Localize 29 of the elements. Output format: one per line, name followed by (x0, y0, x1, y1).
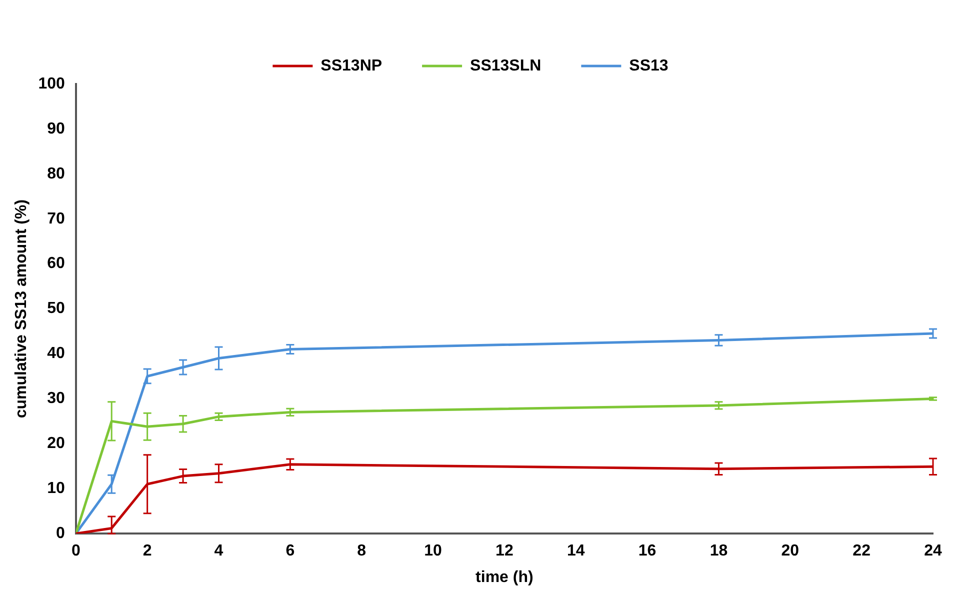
legend-label: SS13SLN (470, 57, 542, 74)
x-tick-label: 16 (638, 542, 656, 560)
legend-label: SS13 (629, 57, 668, 74)
x-tick-label: 24 (924, 542, 942, 560)
y-tick-label: 30 (47, 390, 65, 408)
x-tick-label: 6 (286, 542, 295, 560)
y-tick-label: 90 (47, 120, 65, 138)
y-tick-label: 60 (47, 255, 65, 272)
x-tick-label: 20 (781, 542, 800, 560)
y-tick-label: 80 (47, 165, 65, 182)
x-tick-label: 14 (566, 542, 585, 560)
x-axis-title: time (h) (476, 568, 534, 586)
y-tick-label: 100 (38, 75, 65, 92)
x-tick-label: 12 (496, 542, 514, 560)
y-tick-label: 50 (47, 300, 65, 318)
x-tick-label: 22 (852, 542, 871, 560)
x-tick-label: 10 (424, 542, 442, 560)
y-tick-label: 40 (47, 345, 65, 362)
x-tick-label: 8 (357, 542, 366, 560)
x-tick-label: 18 (710, 542, 728, 560)
legend-label: SS13NP (320, 57, 382, 74)
y-tick-label: 70 (47, 210, 65, 228)
y-tick-label: 0 (56, 525, 65, 542)
y-tick-label: 20 (47, 435, 65, 452)
y-axis-title: cumulative SS13 amount (%) (13, 199, 30, 418)
x-tick-label: 4 (214, 542, 224, 560)
y-tick-label: 10 (47, 480, 65, 498)
x-tick-label: 2 (142, 542, 152, 560)
x-tick-label: 0 (71, 542, 80, 560)
